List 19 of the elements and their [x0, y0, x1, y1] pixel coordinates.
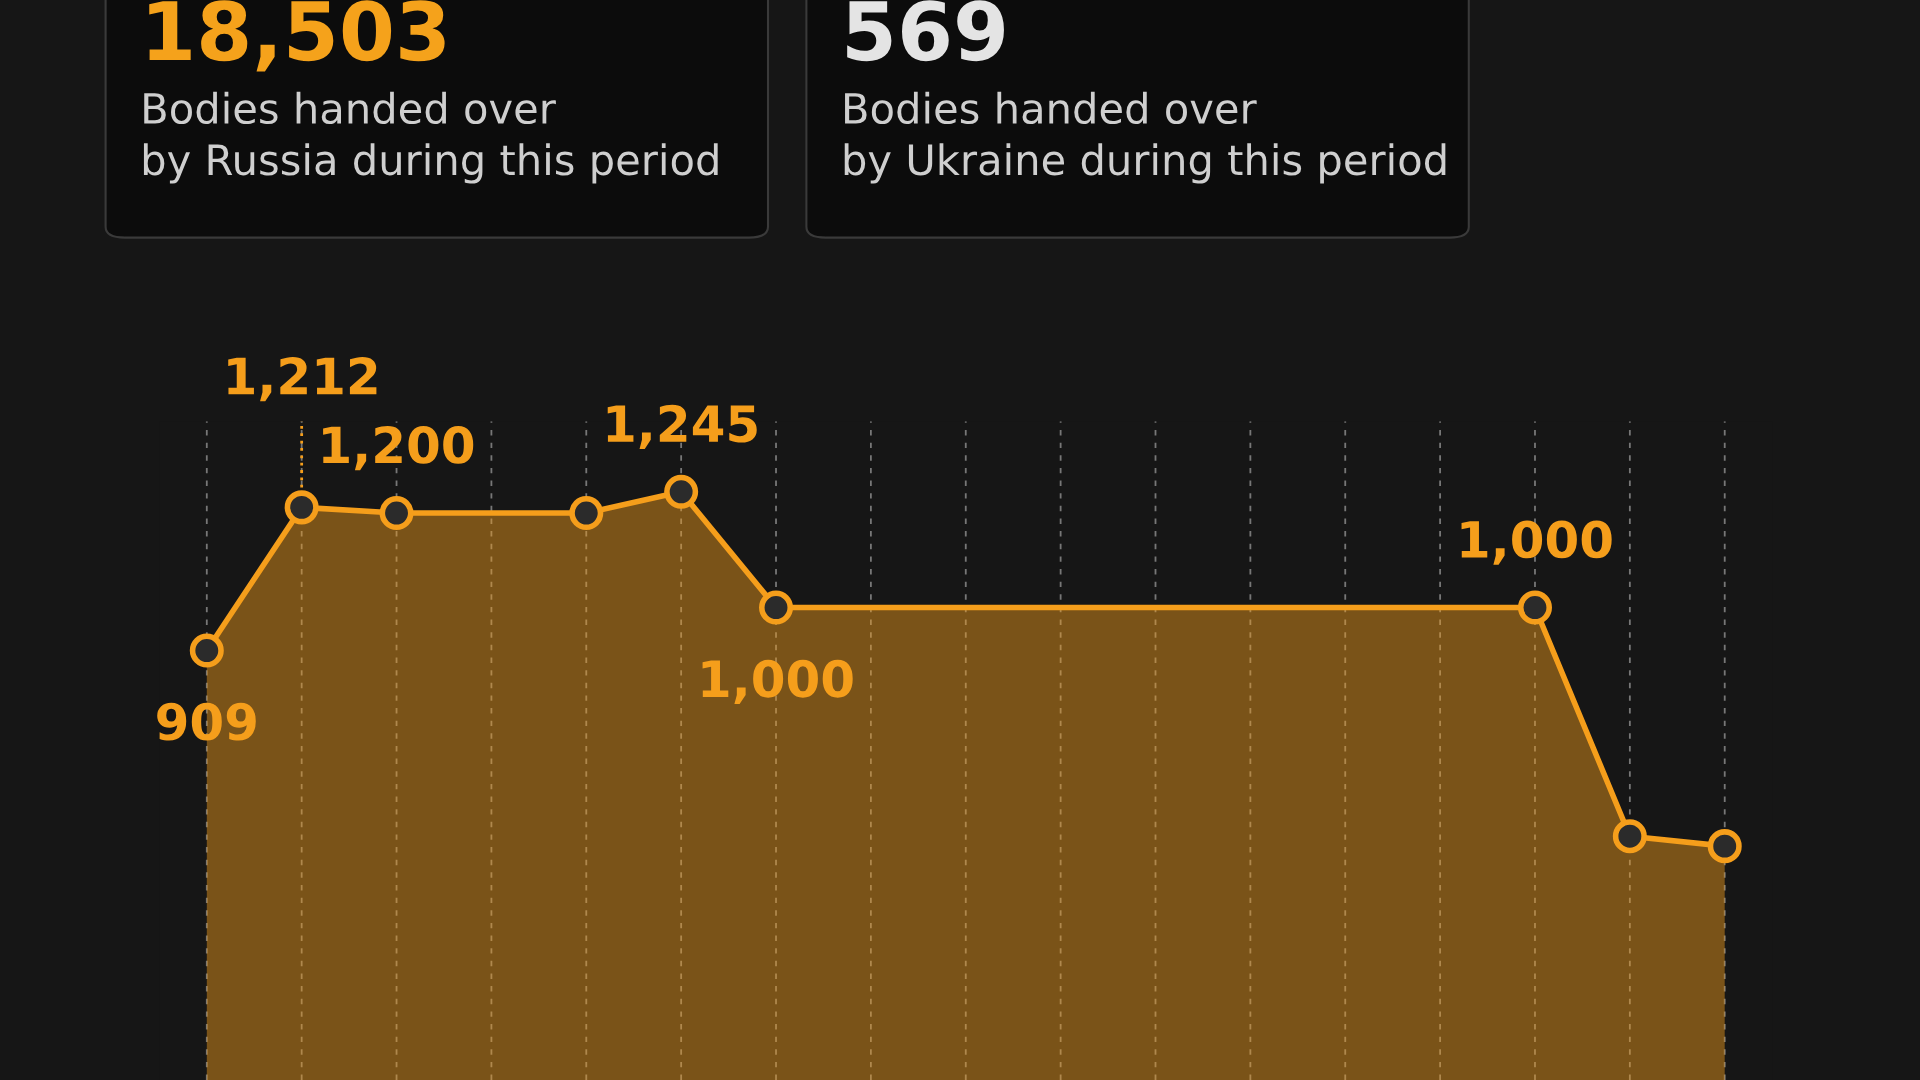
data-label: 1,200: [323, 426, 474, 471]
data-label: 1,245: [607, 404, 757, 449]
data-label: 909: [157, 702, 256, 741]
point: [1612, 819, 1647, 854]
text: Bodies handed over by Ukraine during this period: [844, 91, 1446, 184]
point: [284, 490, 319, 525]
point: [189, 633, 224, 668]
data-label: 1,212: [228, 357, 377, 402]
point: [1517, 590, 1552, 625]
data-label: 1,000: [702, 659, 853, 705]
text: Bodies handed over by Russia during this period: [143, 91, 718, 184]
point: [1707, 829, 1742, 864]
point: [664, 474, 699, 509]
point: [379, 496, 414, 531]
text: 569: [847, 0, 1004, 62]
data-label: 1,000: [1461, 520, 1612, 565]
point: [759, 590, 794, 625]
text: 18,503: [149, 0, 445, 72]
point: [569, 496, 604, 531]
